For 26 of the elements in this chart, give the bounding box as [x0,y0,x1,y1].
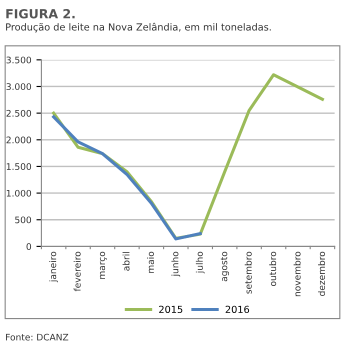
chart-subtitle: Produção de leite na Nova Zelândia, em mil toneladas. [6,22,271,32]
x-tick-label: maio [147,252,154,273]
chart-title: FIGURA 2. [6,9,75,18]
x-tick-label: fevereiro [74,252,81,292]
y-tick-label: 1.500 [6,163,32,170]
x-tick-label: novembro [294,252,301,296]
line-series [52,115,202,240]
x-tick-label: setembro [244,252,252,294]
source-note: Fonte: DCANZ [6,334,68,341]
x-tick-label: outubro [269,252,276,286]
x-tick-label: junho [171,252,180,277]
y-tick-label: 3.500 [6,56,32,64]
y-tick-label: 1.000 [6,190,32,197]
x-tick-label: julho [196,252,205,274]
y-tick-label: 2.000 [6,136,32,144]
x-tick-label: agosto [220,252,230,282]
y-tick-label: 500 [15,216,32,224]
x-tick-label: dezembro [318,252,326,296]
x-tick-label: abril [122,252,130,271]
y-tick-label: 0 [26,243,32,250]
legend-label: 2016 [226,306,250,314]
y-tick-label: 3.000 [6,83,32,90]
legend-label: 2015 [159,306,182,314]
y-tick-label: 2.500 [6,110,32,117]
x-tick-label: janeiro [49,252,58,282]
x-tick-label: março [100,252,107,279]
